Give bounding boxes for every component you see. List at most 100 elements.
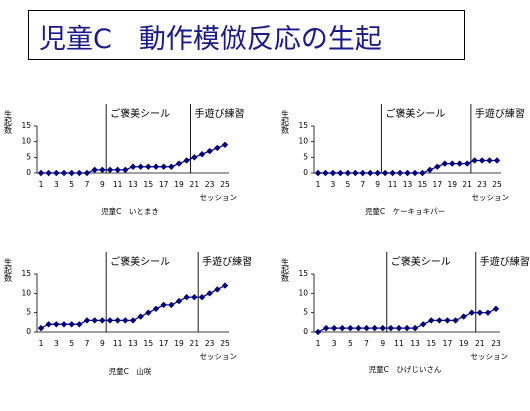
data-point	[468, 309, 475, 316]
data-point	[395, 324, 403, 332]
x-tick-label: 9	[375, 180, 380, 189]
data-point	[492, 305, 500, 312]
x-axis-label: セッション	[200, 352, 238, 361]
x-axis-label: セッション	[200, 193, 238, 202]
y-tick-label: 0	[26, 168, 31, 177]
data-point	[330, 324, 338, 332]
x-tick-label: 15	[426, 339, 436, 348]
data-point	[371, 324, 378, 332]
data-point	[198, 151, 206, 158]
phase-label: 手遊び練習	[475, 107, 525, 120]
data-point	[68, 321, 75, 328]
data-point	[76, 321, 83, 328]
data-point	[168, 163, 175, 170]
data-point	[322, 169, 329, 177]
data-point	[145, 163, 152, 170]
data-point	[363, 324, 370, 332]
x-tick-label: 19	[459, 339, 469, 348]
data-point	[419, 321, 427, 328]
data-point	[441, 160, 448, 167]
title-box: 児童C 動作模倣反応の生起	[28, 10, 465, 60]
y-tick-label: 15	[298, 269, 308, 278]
x-tick-label: 1	[316, 339, 321, 348]
x-tick-label: 17	[159, 180, 169, 189]
x-tick-label: 23	[205, 180, 215, 189]
x-tick-label: 7	[85, 339, 90, 348]
data-point	[37, 169, 45, 177]
chart-caption: 児童C いとまき	[101, 206, 159, 216]
data-point	[45, 321, 52, 328]
data-point	[152, 305, 160, 312]
x-tick-label: 5	[348, 339, 353, 348]
x-tick-label: 21	[190, 180, 200, 189]
data-point	[99, 166, 106, 174]
x-tick-label: 7	[85, 180, 90, 189]
chart-caption: 児童C ひげじいさん	[369, 364, 442, 374]
x-tick-label: 13	[128, 180, 138, 189]
data-point	[419, 169, 426, 177]
x-tick-label: 25	[220, 339, 230, 348]
x-tick-label: 5	[69, 339, 74, 348]
data-point	[53, 321, 60, 328]
data-point	[374, 169, 381, 177]
data-point	[106, 317, 114, 324]
data-point	[389, 169, 396, 177]
x-tick-label: 25	[492, 180, 502, 189]
y-tick-label: 10	[21, 137, 31, 146]
x-tick-label: 13	[403, 180, 413, 189]
data-point	[396, 169, 404, 177]
x-tick-label: 19	[174, 339, 184, 348]
phase-label: ご褒美シール	[110, 255, 170, 268]
x-tick-label: 23	[477, 180, 487, 189]
y-tick-label: 15	[298, 121, 308, 130]
data-point	[129, 163, 137, 170]
y-tick-label: 0	[26, 327, 31, 336]
data-point	[106, 166, 114, 174]
x-tick-label: 9	[380, 339, 385, 348]
x-tick-label: 11	[113, 339, 123, 348]
x-tick-label: 25	[220, 180, 230, 189]
data-point	[160, 163, 167, 170]
x-tick-label: 11	[113, 180, 123, 189]
y-tick-label: 5	[303, 308, 308, 317]
data-point	[471, 157, 478, 164]
data-point	[381, 169, 389, 177]
x-tick-label: 1	[39, 339, 44, 348]
data-point	[428, 317, 435, 324]
x-tick-label: 7	[360, 180, 365, 189]
data-point	[37, 324, 45, 332]
y-tick-label: 10	[298, 137, 308, 146]
data-point	[91, 166, 98, 174]
x-tick-label: 11	[394, 339, 404, 348]
phase-label: ご褒美シール	[385, 107, 445, 120]
data-point	[152, 163, 160, 170]
data-point	[175, 297, 183, 305]
data-point	[168, 301, 175, 309]
y-axis-label: 生起数	[281, 109, 290, 135]
y-tick-label: 10	[298, 288, 308, 297]
data-point	[463, 160, 471, 167]
data-point	[355, 324, 362, 332]
x-tick-label: 3	[332, 339, 337, 348]
x-tick-label: 23	[205, 339, 215, 348]
x-tick-label: 17	[159, 339, 169, 348]
x-tick-label: 5	[69, 180, 74, 189]
data-point	[214, 286, 221, 293]
data-point	[403, 324, 411, 332]
x-tick-label: 1	[39, 180, 44, 189]
phase-label: 手遊び練習	[202, 255, 252, 268]
data-point	[460, 313, 467, 320]
data-point	[122, 317, 129, 324]
y-axis-label: 生起数	[4, 257, 13, 283]
x-tick-label: 15	[144, 339, 154, 348]
data-point	[60, 169, 68, 177]
x-tick-label: 21	[462, 180, 472, 189]
x-tick-label: 23	[491, 339, 501, 348]
data-point	[68, 169, 75, 177]
data-point	[347, 324, 354, 332]
data-point	[198, 294, 206, 301]
y-tick-label: 10	[21, 288, 31, 297]
data-point	[456, 160, 463, 167]
y-axis-label: 生起数	[281, 257, 290, 283]
